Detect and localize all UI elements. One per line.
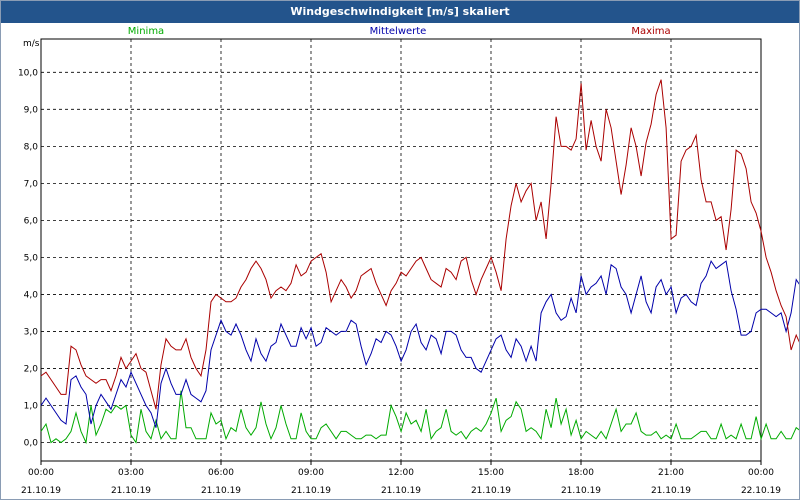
series-line-mittelwerte [40, 259, 799, 428]
y-tick-label: 3,0 [24, 327, 39, 337]
y-tick-label: 9,0 [24, 105, 39, 115]
x-tick-time: 12:00 [388, 468, 414, 478]
x-tick-time: 21:00 [658, 468, 684, 478]
y-tick-label: 8,0 [24, 142, 39, 152]
legend-entry-minima: Minima [128, 26, 164, 37]
x-tick-date: 21.10.19 [291, 486, 331, 496]
x-tick-date: 21.10.19 [471, 486, 511, 496]
x-tick-time: 15:00 [478, 468, 504, 478]
y-tick-label: 0,0 [24, 438, 39, 448]
y-tick-label: 4,0 [24, 290, 39, 300]
y-tick-label: 5,0 [24, 253, 39, 263]
series-line-minima [40, 390, 799, 445]
y-tick-label: 1,0 [24, 401, 39, 411]
legend-entry-maxima: Maxima [631, 26, 670, 37]
x-tick-date: 21.10.19 [111, 486, 151, 496]
x-tick-time: 00:00 [28, 468, 54, 478]
y-axis-unit: m/s [23, 39, 40, 49]
x-tick-time: 18:00 [568, 468, 594, 478]
y-tick-label: 2,0 [24, 364, 39, 374]
y-tick-label: 10,0 [18, 68, 38, 78]
x-tick-date: 21.10.19 [381, 486, 421, 496]
x-tick-date: 21.10.19 [21, 486, 61, 496]
x-tick-time: 09:00 [298, 468, 324, 478]
series-line-maxima [40, 79, 799, 410]
y-tick-label: 7,0 [24, 179, 39, 189]
x-tick-time: 06:00 [208, 468, 234, 478]
y-tick-label: 6,0 [24, 216, 39, 226]
x-tick-date: 21.10.19 [651, 486, 691, 496]
x-tick-time: 00:00 [748, 468, 774, 478]
x-tick-date: 21.10.19 [201, 486, 241, 496]
x-tick-time: 03:00 [118, 468, 144, 478]
x-tick-date: 22.10.19 [741, 486, 781, 496]
wind-speed-chart: 0,0 1,0 2,0 3,0 4,0 5,0 6,0 7,0 8,0 9,0 10,0 00:00 2… [18, 26, 799, 496]
legend-entry-mittelwerte: Mittelwerte [370, 26, 427, 37]
window-title: Windgeschwindigkeit [m/s] skaliert [1, 1, 799, 23]
x-tick-date: 21.10.19 [561, 486, 601, 496]
